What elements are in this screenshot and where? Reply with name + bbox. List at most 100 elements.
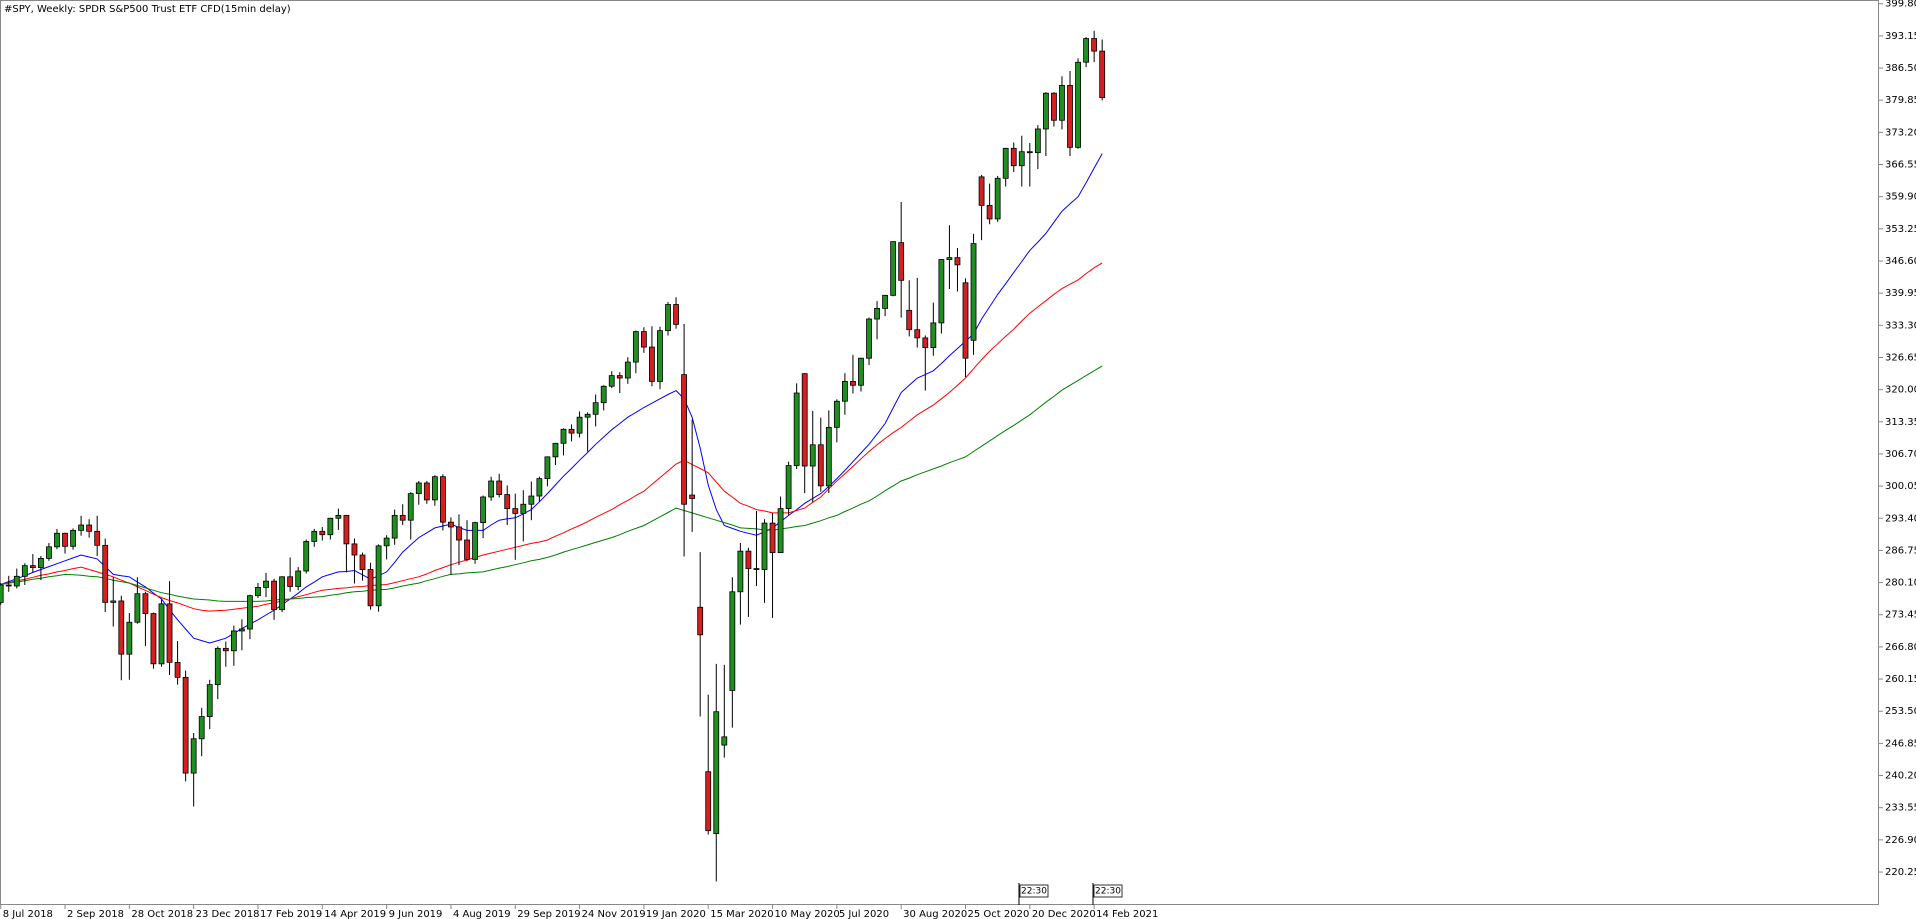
candle-body: [222, 647, 229, 652]
candle-body: [287, 576, 294, 587]
candle-body: [464, 539, 470, 560]
candle-body: [102, 544, 109, 603]
candle-body: [0, 584, 4, 603]
y-tick-label: 233.55: [1885, 803, 1916, 814]
candle-body: [206, 684, 213, 717]
candle-body: [536, 478, 543, 497]
candle-body: [1018, 151, 1025, 167]
candle-body: [343, 514, 350, 545]
candle-body: [938, 259, 945, 324]
y-tick-label: 226.90: [1885, 835, 1916, 846]
x-tick-label: 14 Apr 2019: [324, 909, 386, 919]
y-tick-label: 386.50: [1885, 63, 1916, 74]
candle-body: [906, 309, 913, 331]
separator-label: 22:30: [1095, 887, 1121, 897]
candle-body: [504, 494, 511, 509]
candle-body: [745, 550, 752, 569]
candle-body: [850, 381, 856, 386]
candle-body: [21, 565, 28, 577]
y-tick-label: 300.05: [1885, 481, 1916, 492]
candle-body: [496, 480, 503, 495]
x-tick-label: 8 Jul 2018: [3, 909, 53, 919]
x-tick-label: 25 Oct 2020: [968, 909, 1030, 919]
y-tick-label: 273.45: [1885, 610, 1916, 621]
candle-body: [641, 331, 647, 348]
y-tick-label: 260.15: [1885, 674, 1916, 685]
candle-body: [367, 569, 374, 607]
candle-body: [512, 508, 519, 514]
candle-body: [480, 496, 487, 524]
candle-body: [544, 456, 551, 480]
candle-body: [407, 493, 414, 521]
candle-body: [311, 530, 318, 542]
y-tick-label: 379.85: [1885, 95, 1916, 106]
candle-body: [777, 508, 784, 554]
candle-body: [1051, 92, 1057, 121]
y-tick-label: 333.30: [1885, 320, 1916, 331]
y-tick-label: 366.55: [1885, 160, 1916, 171]
candle-body: [86, 524, 93, 532]
candle-body: [295, 570, 302, 587]
candle-body: [713, 711, 720, 834]
candle-body: [1059, 85, 1065, 121]
candle-body: [1043, 92, 1049, 130]
candle-body: [608, 375, 615, 387]
candle-body: [520, 503, 527, 514]
chart-title: #SPY, Weekly: SPDR S&P500 Trust ETF CFD(…: [4, 4, 291, 15]
candle-body: [882, 294, 888, 309]
candle-body: [665, 304, 671, 332]
y-tick-label: 359.90: [1885, 192, 1916, 203]
y-tick-label: 346.60: [1885, 256, 1916, 267]
candle-body: [689, 494, 696, 499]
candle-body: [327, 517, 334, 536]
candle-body: [930, 322, 937, 348]
candle-body: [697, 606, 704, 636]
candle-body: [182, 676, 189, 774]
candle-body: [649, 346, 655, 382]
candle-body: [359, 554, 366, 570]
candle-body: [54, 532, 60, 548]
candle-body: [616, 375, 623, 379]
candle-body: [46, 546, 52, 559]
candle-body: [190, 738, 197, 774]
candle-body: [150, 613, 157, 665]
candle-body: [70, 529, 76, 547]
candle-body: [247, 595, 253, 630]
candle-body: [874, 307, 880, 320]
ma-line: [0, 365, 1103, 602]
x-tick-label: 5 Jul 2020: [839, 909, 889, 919]
candle-body: [721, 736, 728, 746]
candle-body: [986, 204, 993, 220]
candle-body: [62, 532, 68, 547]
candle-body: [166, 603, 173, 663]
candle-body: [817, 444, 824, 487]
x-tick-label: 24 Nov 2019: [582, 909, 646, 919]
x-tick-label: 17 Feb 2019: [260, 909, 322, 919]
plot-frame: [0, 0, 1879, 905]
candle-body: [946, 257, 953, 260]
y-tick-label: 246.85: [1885, 738, 1916, 749]
candle-body: [729, 591, 736, 691]
candle-body: [528, 495, 535, 505]
separator-box: [1093, 884, 1123, 898]
candle-body: [78, 524, 84, 531]
candle-body: [391, 514, 398, 539]
separator-box: [1019, 884, 1049, 898]
candle-body: [624, 361, 631, 379]
x-tick-label: 23 Dec 2018: [196, 909, 260, 919]
candle-body: [431, 476, 438, 501]
candle-body: [263, 580, 269, 588]
candle-body: [898, 242, 905, 281]
candle-body: [319, 530, 326, 536]
y-tick-label: 353.25: [1885, 224, 1916, 235]
candle-body: [399, 514, 406, 521]
candle-body: [423, 482, 430, 501]
candle-body: [584, 413, 591, 418]
x-tick-label: 4 Aug 2019: [453, 909, 511, 919]
x-tick-label: 29 Sep 2019: [517, 909, 580, 919]
candle-body: [29, 565, 36, 568]
candle-body: [472, 522, 478, 560]
y-tick-label: 339.95: [1885, 288, 1916, 299]
